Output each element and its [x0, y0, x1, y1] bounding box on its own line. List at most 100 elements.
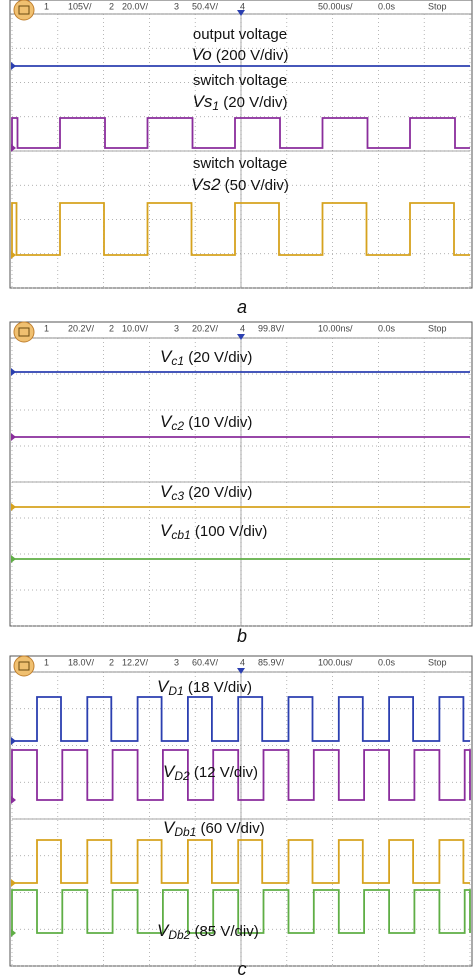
waveform	[11, 889, 471, 934]
annotation-text: output voltage	[193, 26, 287, 43]
channel-marker	[11, 737, 16, 745]
annotation-subscript: D2	[174, 769, 190, 783]
waveform	[11, 117, 470, 149]
annotation-text: (20 V/div)	[219, 94, 287, 111]
channel-marker	[11, 879, 16, 887]
annotation-subscript: c1	[171, 354, 184, 368]
channel-scale: 60.4V/	[192, 657, 219, 667]
annotation-symbol: V	[160, 482, 173, 501]
annotation-subscript: c2	[171, 419, 184, 433]
annotation: Vs2 (50 V/div)	[191, 175, 289, 194]
annotation-subscript: D1	[168, 684, 183, 698]
trigger-marker	[237, 10, 245, 16]
channel-scale: 12.2V/	[122, 657, 149, 667]
panel-caption: c	[238, 959, 247, 977]
annotation-subscript: c3	[171, 489, 184, 503]
annotation-symbol: V	[163, 818, 176, 837]
annotation-text: (50 V/div)	[220, 177, 288, 194]
annotation-symbol: Vs	[193, 92, 213, 111]
annotation: VD2 (12 V/div)	[163, 762, 258, 783]
annotation-symbol: Vs2	[191, 175, 221, 194]
annotation: switch voltage	[193, 155, 287, 172]
timebase: 100.0us/	[318, 657, 353, 667]
channel-number: 1	[44, 1, 49, 11]
channel-number: 3	[174, 323, 179, 333]
annotation: Vcb1 (100 V/div)	[160, 521, 267, 542]
time-offset: 0.0s	[378, 323, 396, 333]
menu-icon	[13, 655, 35, 677]
run-status: Stop	[428, 323, 447, 333]
annotation-symbol: V	[160, 521, 173, 540]
annotation: VD1 (18 V/div)	[157, 677, 252, 698]
annotation-symbol: V	[163, 762, 176, 781]
channel-number: 2	[109, 657, 114, 667]
channel-number: 4	[240, 657, 245, 667]
annotation: Vs1 (20 V/div)	[193, 92, 288, 113]
channel-number: 4	[240, 323, 245, 333]
channel-scale: 85.9V/	[258, 657, 285, 667]
channel-scale: 99.8V/	[258, 323, 285, 333]
annotation-text: switch voltage	[193, 72, 287, 89]
run-status: Stop	[428, 657, 447, 667]
annotation-text: (12 V/div)	[190, 764, 258, 781]
menu-icon-inner	[18, 327, 30, 337]
annotation-text: (18 V/div)	[184, 679, 252, 696]
annotation-text: switch voltage	[193, 155, 287, 172]
channel-number: 3	[174, 1, 179, 11]
annotation-subscript: Db1	[174, 825, 196, 839]
annotation-subscript: 1	[212, 99, 219, 113]
channel-number: 2	[109, 323, 114, 333]
channel-number: 1	[44, 323, 49, 333]
channel-number: 2	[109, 1, 114, 11]
annotation: switch voltage	[193, 72, 287, 89]
channel-marker	[11, 555, 16, 563]
channel-scale: 50.4V/	[192, 1, 219, 11]
annotation-text: (200 V/div)	[212, 47, 289, 64]
annotation: Vc1 (20 V/div)	[160, 347, 252, 368]
channel-number: 3	[174, 657, 179, 667]
annotation-symbol: V	[157, 677, 170, 696]
channel-scale: 18.0V/	[68, 657, 95, 667]
annotation-text: (100 V/div)	[191, 523, 268, 540]
menu-icon-inner	[18, 5, 30, 15]
annotation-subscript: cb1	[171, 528, 190, 542]
timebase: 10.00ns/	[318, 323, 353, 333]
channel-marker	[11, 796, 16, 804]
channel-marker	[11, 251, 16, 259]
channel-marker	[11, 929, 16, 937]
annotation-symbol: V	[160, 412, 173, 431]
annotation: Vc3 (20 V/div)	[160, 482, 252, 503]
annotation: VDb2 (85 V/div)	[157, 921, 259, 942]
panel-caption: b	[237, 626, 247, 646]
annotation-text: (20 V/div)	[184, 349, 252, 366]
annotation-text: (10 V/div)	[184, 414, 252, 431]
panel-caption: a	[237, 297, 247, 317]
channel-scale: 105V/	[68, 1, 92, 11]
annotation-symbol: V	[160, 347, 173, 366]
waveform	[11, 749, 471, 801]
annotation-symbol: V	[157, 921, 170, 940]
channel-marker	[11, 62, 16, 70]
annotation-symbol: Vo	[192, 45, 212, 64]
channel-scale: 10.0V/	[122, 323, 149, 333]
channel-marker	[11, 433, 16, 441]
channel-marker	[11, 368, 16, 376]
trigger-marker	[237, 334, 245, 340]
channel-number: 4	[240, 1, 245, 11]
annotation-subscript: Db2	[168, 928, 190, 942]
annotation: VDb1 (60 V/div)	[163, 818, 265, 839]
channel-marker	[11, 503, 16, 511]
channel-scale: 20.2V/	[68, 323, 95, 333]
waveform	[12, 696, 470, 742]
trigger-marker	[237, 668, 245, 674]
annotation: Vo (200 V/div)	[192, 45, 289, 64]
channel-marker	[11, 144, 16, 152]
annotation-text: (60 V/div)	[196, 820, 264, 837]
annotation: Vc2 (10 V/div)	[160, 412, 252, 433]
annotation: output voltage	[193, 26, 287, 43]
channel-scale: 20.2V/	[192, 323, 219, 333]
waveform	[11, 202, 470, 256]
menu-icon-inner	[18, 661, 30, 671]
waveform	[12, 839, 470, 884]
